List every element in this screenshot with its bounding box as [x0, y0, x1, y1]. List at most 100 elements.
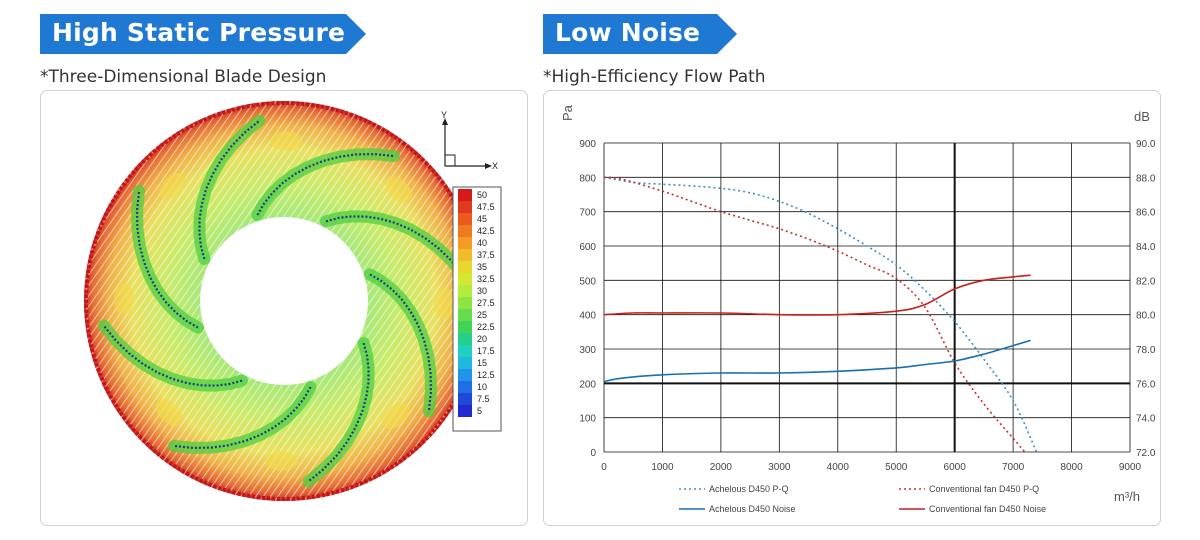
- low-noise-heading: Low Noise: [543, 14, 737, 54]
- colorbar-label: 10: [477, 382, 487, 392]
- y-left-tick-label: 400: [579, 311, 596, 322]
- legend-label: Conventional fan D450 Noise: [929, 504, 1046, 514]
- colorbar-swatch: [458, 249, 472, 261]
- colorbar-swatch: [458, 405, 472, 417]
- x-tick-label: 4000: [827, 462, 850, 473]
- pressure-spot: [433, 287, 454, 320]
- legend-label: Conventional fan D450 P-Q: [929, 484, 1039, 494]
- chart-legend: Achelous D450 P-Q Conventional fan D450 P…: [679, 484, 1046, 514]
- pressure-spot: [155, 399, 183, 426]
- y-right-tick-label: 88.0: [1136, 173, 1156, 184]
- chart-series: [603, 176, 1038, 453]
- y-left-tick-label: 600: [579, 242, 596, 253]
- colorbar-label: 45: [477, 214, 487, 224]
- colorbar-label: 20: [477, 334, 487, 344]
- colorbar-swatch: [458, 189, 472, 201]
- subtitle-left: *Three-Dimensional Blade Design: [40, 67, 327, 87]
- pressure-spot: [159, 172, 186, 200]
- x-tick-label: 3000: [768, 462, 791, 473]
- y-axis-right-label: dB: [1134, 109, 1150, 124]
- heading-banner-left: [40, 14, 366, 54]
- axis-y-label: Y: [441, 110, 447, 120]
- y-axis-left-label: Pa: [560, 104, 575, 121]
- fan-flow-visualization: Y X 50 47.5 45 42.5 40 37.5 35 32.5 30 27.5 25 22.5…: [84, 101, 502, 501]
- pq-noise-chart: 0 1000 2000 3000 4000 5000 6000 7000 8000 9000 0 72…: [560, 104, 1156, 514]
- x-tick-label: 5000: [885, 462, 908, 473]
- series-line-achelous-d450-noise: [603, 339, 1031, 383]
- y-left-tick-label: 900: [579, 139, 596, 150]
- x-tick-label: 0: [601, 462, 607, 473]
- y-right-tick-label: 78.0: [1136, 345, 1156, 356]
- impeller-blade: [369, 273, 433, 412]
- colorbar-label: 25: [477, 310, 487, 320]
- legend-label: Achelous D450 Noise: [709, 504, 796, 514]
- colorbar-label: 50: [477, 190, 487, 200]
- y-left-tick-label: 100: [579, 414, 596, 425]
- performance-chart-panel: 0 1000 2000 3000 4000 5000 6000 7000 8000 9000 0 72…: [543, 90, 1161, 526]
- impeller-blade: [135, 190, 199, 329]
- colorbar-swatch: [458, 237, 472, 249]
- colorbar-label: 47.5: [477, 202, 495, 212]
- x-tick-label: 2000: [710, 462, 733, 473]
- series-line-conventional-fan-d450-noise: [603, 274, 1031, 316]
- chart-ticks: 0 1000 2000 3000 4000 5000 6000 7000 8000 9000 0 72…: [579, 139, 1156, 473]
- heading-banner-right: [543, 14, 737, 54]
- pressure-spot: [114, 282, 135, 315]
- colorbar-swatch: [458, 213, 472, 225]
- impeller-hub: [200, 217, 368, 385]
- y-left-tick-label: 300: [579, 345, 596, 356]
- pressure-spot: [270, 131, 303, 152]
- colorbar-label: 27.5: [477, 298, 495, 308]
- colorbar-swatch: [458, 333, 472, 345]
- pressure-spot: [382, 402, 409, 430]
- impeller-blade: [173, 386, 312, 450]
- impeller-blade: [325, 215, 466, 278]
- colorbar-swatch: [458, 345, 472, 357]
- chart-grid: [603, 142, 1131, 453]
- colorbar-label: 35: [477, 262, 487, 272]
- y-right-tick-label: 72.0: [1136, 448, 1156, 459]
- y-right-tick-label: 80.0: [1136, 311, 1156, 322]
- y-right-tick-label: 82.0: [1136, 276, 1156, 287]
- x-tick-label: 1000: [651, 462, 674, 473]
- heading-text-left: High Static Pressure: [52, 18, 346, 47]
- colorbar-label: 5: [477, 406, 482, 416]
- y-right-tick-label: 86.0: [1136, 208, 1156, 219]
- subtitle-right: *High-Efficiency Flow Path: [543, 67, 766, 87]
- y-left-tick-label: 200: [579, 379, 596, 390]
- colorbar-swatch: [458, 297, 472, 309]
- heading-text-right: Low Noise: [555, 18, 701, 47]
- pressure-colorbar: 50 47.5 45 42.5 40 37.5 35 32.5 30 27.5 25 22.5 20 17…: [452, 186, 502, 432]
- colorbar-swatch: [458, 225, 472, 237]
- colorbar-label: 40: [477, 238, 487, 248]
- y-right-tick-label: 76.0: [1136, 379, 1156, 390]
- impeller-blade: [307, 342, 370, 483]
- axis-x-label: X: [492, 161, 498, 171]
- colorbar-swatch: [458, 201, 472, 213]
- axis-indicator: Y X: [441, 110, 498, 171]
- legend-label: Achelous D450 P-Q: [709, 484, 789, 494]
- x-tick-label: 6000: [944, 462, 967, 473]
- colorbar-swatch: [458, 261, 472, 273]
- colorbar-swatch: [458, 369, 472, 381]
- y-left-tick-label: 0: [590, 448, 596, 459]
- y-left-tick-label: 500: [579, 276, 596, 287]
- x-axis-label: m³/h: [1114, 489, 1140, 504]
- colorbar-label: 7.5: [477, 394, 490, 404]
- colorbar-swatch: [458, 285, 472, 297]
- colorbar-label: 17.5: [477, 346, 495, 356]
- y-left-tick-label: 800: [579, 173, 596, 184]
- pressure-spot: [265, 450, 298, 471]
- series-line-conventional-fan-d450-p-q: [603, 176, 1026, 453]
- colorbar-label: 30: [477, 286, 487, 296]
- pressure-spot: [385, 176, 413, 203]
- colorbar-swatch: [458, 357, 472, 369]
- colorbar-label: 12.5: [477, 370, 495, 380]
- colorbar-label: 22.5: [477, 322, 495, 332]
- impeller-blade: [102, 324, 243, 387]
- colorbar-swatch: [458, 309, 472, 321]
- impeller-blade: [198, 119, 261, 260]
- impeller-rotor: [84, 101, 484, 501]
- y-right-tick-label: 90.0: [1136, 139, 1156, 150]
- colorbar-label: 42.5: [477, 226, 495, 236]
